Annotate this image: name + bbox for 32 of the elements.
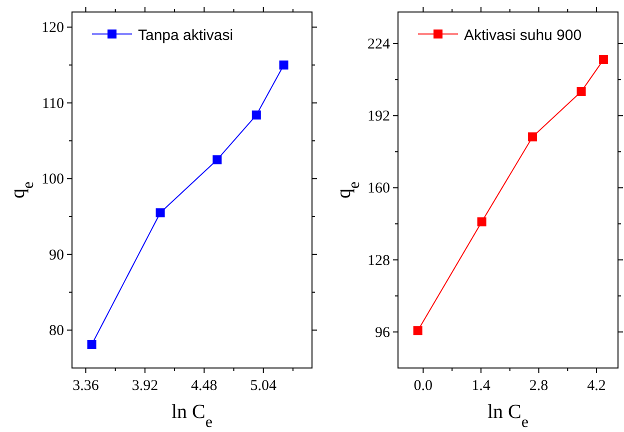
x-tick-label: 2.8 [529, 378, 548, 394]
x-tick-label: 4.48 [191, 378, 218, 394]
y-tick-label: 110 [42, 96, 64, 112]
point [528, 132, 538, 142]
x-tick-label: 3.36 [72, 378, 100, 394]
x-tick-label: 1.4 [472, 378, 491, 394]
x-tick-label: 3.92 [132, 378, 158, 394]
legend-label: Aktivasi suhu 900 [464, 27, 582, 44]
y-tick-label: 224 [368, 36, 390, 53]
x-tick-label: 5.04 [250, 378, 277, 394]
x-tick-label: 4.2 [587, 378, 606, 394]
y-tick-label: 100 [42, 172, 64, 188]
x-axis-title: ln C$_{e}$ [171, 401, 213, 430]
point [279, 60, 288, 70]
point [599, 55, 608, 64]
point [212, 155, 222, 164]
point [156, 208, 165, 218]
point [413, 326, 422, 336]
y-tick-label: 96 [375, 324, 390, 341]
y-tick-label: 128 [368, 252, 390, 269]
point [576, 87, 586, 96]
legend-label: Tanpa aktivasi [138, 27, 234, 44]
point [477, 217, 486, 226]
y-tick-label: 192 [368, 108, 390, 125]
y-tick-label: 120 [42, 20, 64, 36]
point [252, 110, 261, 120]
y-tick-label: 160 [368, 180, 390, 197]
x-axis-title: ln C$_{e}$ [487, 401, 529, 430]
point [87, 340, 96, 350]
x-tick-label: 0.0 [414, 378, 433, 394]
y-tick-label: 90 [49, 247, 64, 264]
y-tick-label: 80 [49, 323, 64, 340]
